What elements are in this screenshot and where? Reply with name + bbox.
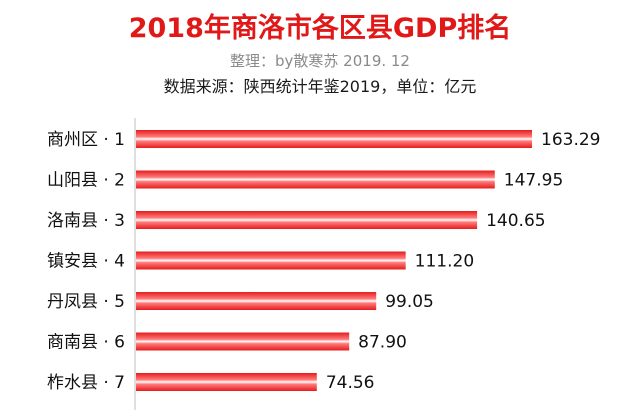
- bar: [136, 251, 406, 270]
- value-label: 111.20: [415, 252, 474, 272]
- chart-subtitle: 整理：by散寒苏 2019. 12: [230, 52, 410, 70]
- value-label: 163.29: [541, 130, 600, 150]
- bar: [136, 373, 317, 391]
- category-label: 商南县 · 6: [47, 333, 125, 353]
- value-label: 140.65: [486, 211, 545, 231]
- value-label: 147.95: [504, 171, 563, 191]
- bar: [136, 292, 377, 310]
- bar: [136, 332, 350, 351]
- bar: [136, 211, 478, 229]
- category-label: 丹凤县 · 5: [47, 292, 125, 312]
- category-label: 镇安县 · 4: [47, 252, 125, 272]
- bar: [136, 130, 532, 148]
- category-label: 柞水县 · 7: [47, 373, 125, 393]
- data-source-note: 数据来源：陕西统计年鉴2019，单位：亿元: [163, 77, 477, 96]
- bar: [136, 170, 495, 189]
- category-label: 商州区 · 1: [47, 130, 125, 150]
- category-label: 洛南县 · 3: [47, 211, 125, 231]
- value-label: 87.90: [358, 333, 407, 353]
- chart-title: 2018年商洛市各区县GDP排名: [128, 13, 512, 44]
- bar-chart: 商州区 · 1 163.29 山阳县 · 2 147.95 洛南县 · 3 140.65 镇…: [47, 118, 600, 410]
- category-label: 山阳县 · 2: [47, 171, 125, 191]
- value-label: 74.56: [326, 373, 375, 393]
- value-label: 99.05: [385, 292, 434, 312]
